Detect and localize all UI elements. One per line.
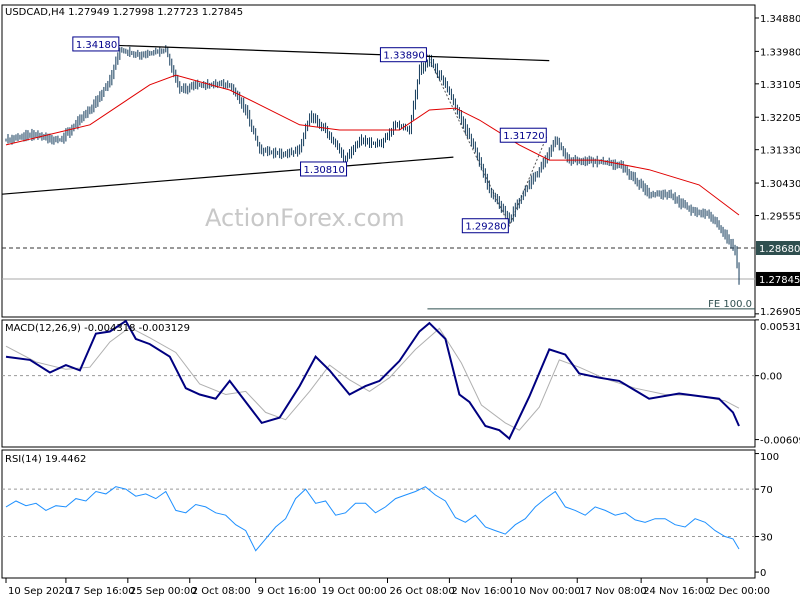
y-tick-label: 1.29555: [760, 212, 800, 223]
y-tick-label: 1.33105: [760, 80, 800, 91]
level-label-box: [756, 271, 800, 286]
macd-line: [5, 319, 740, 441]
price-panel: 1.34880 1.33980 1.33105 1.32205 1.31330 1.304…: [1, 4, 800, 318]
price-annotation-box: [461, 218, 509, 234]
price-panel-title: USDCAD,H4 1.27949 1.27998 1.27723 1.2784…: [5, 7, 243, 18]
moving-average-line: [5, 74, 740, 216]
level-label: 1.28680: [759, 244, 800, 255]
y-tick-label: 0.005312: [760, 322, 800, 333]
y-tick-label: 0: [760, 568, 766, 579]
x-tick-label: 10 Nov 00:00: [513, 586, 580, 597]
level-label: 1.27845: [759, 275, 800, 286]
price-annotation-label: 1.30810: [304, 165, 345, 176]
y-tick-label: 1.32205: [760, 113, 800, 124]
rsi-line: [5, 486, 740, 552]
x-tick-label: 26 Oct 08:00: [389, 586, 454, 597]
price-annotation-label: 1.31720: [503, 131, 544, 142]
x-tick-label: 17 Nov 08:00: [579, 586, 646, 597]
y-tick-label: 1.34880: [760, 14, 800, 25]
trendline: [75, 43, 550, 62]
x-tick-label: 2 Dec 00:00: [709, 586, 770, 597]
level-label-box: [756, 240, 800, 255]
x-tick-label: 9 Oct 16:00: [258, 586, 317, 597]
y-tick-label: 30: [760, 533, 773, 544]
fe-label: FE 100.0: [708, 299, 752, 310]
y-tick-label: 1.30430: [760, 179, 800, 190]
macd-panel-title: MACD(12,26,9) -0.004318 -0.003129: [5, 323, 190, 334]
rsi-panel: 100 70 30 0: [1, 449, 779, 579]
price-annotation-box: [72, 36, 120, 52]
rsi-panel-title: RSI(14) 19.4462: [5, 454, 86, 465]
panel-frame: [1, 449, 756, 579]
price-annotation-label: 1.33890: [383, 51, 424, 62]
macd-panel: 0.005312 0.00 -0.006092: [1, 319, 800, 448]
y-tick-label: 1.26905: [760, 307, 800, 318]
x-tick-label: 24 Nov 16:00: [643, 586, 710, 597]
fibonacci-connector: [426, 54, 548, 227]
y-tick-label: -0.006092: [760, 436, 800, 447]
x-tick-label: 2 Oct 08:00: [192, 586, 251, 597]
y-tick-label: 1.31330: [760, 146, 800, 157]
price-annotation-box: [379, 47, 427, 63]
y-tick-label: 100: [760, 452, 779, 463]
panel-frame: [1, 319, 756, 448]
trendline: [1, 156, 454, 195]
watermark: ActionForex.com: [205, 204, 405, 232]
x-tick-label: 19 Oct 00:00: [322, 586, 387, 597]
y-tick-label: 0.00: [760, 372, 782, 383]
macd-signal-line: [5, 326, 740, 431]
x-tick-label: 25 Sep 00:00: [130, 586, 197, 597]
x-tick-label: 17 Sep 16:00: [68, 586, 135, 597]
x-tick-label: 10 Sep 2020: [8, 586, 71, 597]
price-annotation-label: 1.29280: [465, 222, 506, 233]
price-annotation-label: 1.34180: [76, 40, 117, 51]
y-tick-label: 70: [760, 485, 773, 496]
x-tick-label: 2 Nov 16:00: [451, 586, 512, 597]
panel-frame: [1, 4, 756, 318]
price-annotation-box: [300, 161, 348, 177]
price-annotation-box: [499, 127, 547, 143]
y-tick-label: 1.33980: [760, 47, 800, 58]
